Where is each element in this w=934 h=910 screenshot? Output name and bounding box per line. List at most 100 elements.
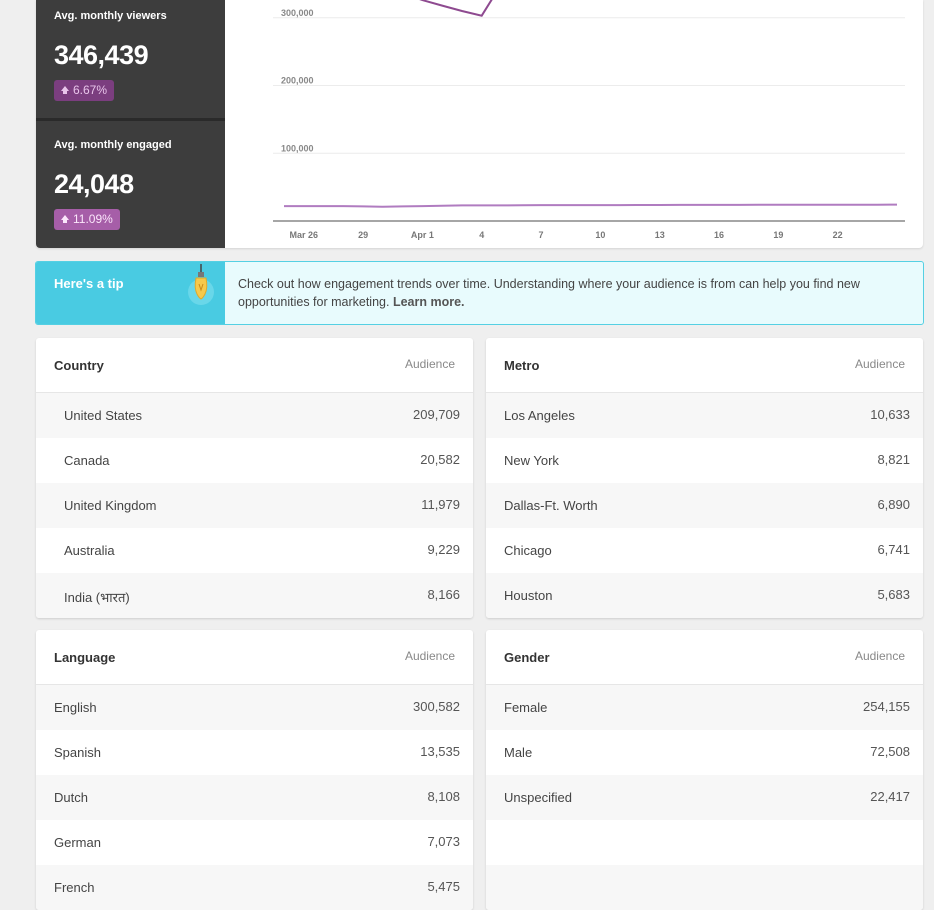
- country-row: United Kingdom 11,979: [36, 483, 473, 528]
- x-tick-label: 13: [655, 230, 665, 240]
- gender-row: Male 72,508: [486, 730, 923, 775]
- arrow-up-icon: [61, 215, 69, 223]
- country-audience: 20,582: [420, 452, 460, 467]
- tip-banner: Here's a tip Check out how engagement tr…: [35, 261, 924, 325]
- x-tick-label: 22: [833, 230, 843, 240]
- language-audience: 8,108: [427, 789, 460, 804]
- x-tick-label: 19: [773, 230, 783, 240]
- language-name: Dutch: [54, 790, 88, 805]
- metro-card-title: Metro: [504, 358, 540, 373]
- viewers-stat: Avg. monthly viewers 346,439 6.67%: [36, 0, 225, 121]
- gender-card-title: Gender: [504, 650, 550, 665]
- x-tick-label: 7: [539, 230, 544, 240]
- learn-more-link[interactable]: Learn more.: [392, 295, 465, 309]
- language-card-title: Language: [54, 650, 116, 665]
- gender-audience: 254,155: [863, 699, 910, 714]
- country-row: United States 209,709: [36, 393, 473, 438]
- lightbulb-icon: [188, 264, 214, 305]
- language-name: English: [54, 700, 97, 715]
- metro-audience: 8,821: [877, 452, 910, 467]
- gender-name: Female: [504, 700, 548, 715]
- language-audience: 5,475: [427, 879, 460, 894]
- engaged-change-value: 11.09%: [73, 212, 113, 226]
- metro-row: Chicago 6,741: [486, 528, 923, 573]
- metro-audience-header: Audience: [854, 357, 905, 371]
- arrow-up-icon: [61, 86, 69, 94]
- metro-name: Los Angeles: [504, 408, 575, 423]
- language-row: English 300,582: [36, 685, 473, 730]
- language-row: Spanish 13,535: [36, 730, 473, 775]
- gender-row: Unspecified 22,417: [486, 775, 923, 820]
- x-tick-label: 10: [595, 230, 605, 240]
- viewers-change-badge: 6.67%: [54, 80, 115, 101]
- metro-row: New York 8,821: [486, 438, 923, 483]
- country-audience: 9,229: [427, 542, 460, 557]
- metro-audience: 6,890: [877, 497, 910, 512]
- tip-text: Check out how engagement trends over tim…: [238, 275, 898, 311]
- metro-name: Dallas-Ft. Worth: [504, 498, 598, 513]
- x-tick-label: Mar 26: [290, 230, 319, 240]
- country-audience-header: Audience: [404, 357, 455, 371]
- y-tick-label: 200,000: [281, 76, 314, 86]
- metro-row: Dallas-Ft. Worth 6,890: [486, 483, 923, 528]
- gender-card: Gender Audience Female 254,155 Male 72,508…: [486, 630, 923, 910]
- metro-name: New York: [504, 453, 559, 468]
- engaged-stat-value: 24,048: [54, 169, 134, 199]
- trend-chart: 300,000 200,000 100,000 Mar 26 29 Apr 1 4 7 10 13…: [225, 0, 923, 248]
- gender-audience-header: Audience: [854, 649, 905, 663]
- language-audience: 13,535: [420, 744, 460, 759]
- language-audience: 7,073: [427, 834, 460, 849]
- country-name: India (भारत): [64, 590, 130, 605]
- language-audience-header: Audience: [404, 649, 455, 663]
- y-tick-label: 300,000: [281, 8, 314, 18]
- language-name: German: [54, 835, 101, 850]
- viewers-stat-value: 346,439: [54, 40, 149, 70]
- metro-card: Metro Audience Los Angeles 10,633 New Yor…: [486, 338, 923, 618]
- language-card: Language Audience English 300,582 Spanish…: [36, 630, 473, 910]
- country-name: United States: [64, 408, 143, 423]
- country-name: Canada: [64, 453, 110, 468]
- gender-row: Female 254,155: [486, 685, 923, 730]
- language-card-header: Language Audience: [36, 630, 473, 685]
- metro-list: Los Angeles 10,633 New York 8,821 Dallas-F…: [486, 393, 923, 618]
- stats-column: Avg. monthly viewers 346,439 6.67% Avg. …: [36, 0, 225, 248]
- gender-name: Unspecified: [504, 790, 572, 805]
- country-card: Country Audience United States 209,709 Ca…: [36, 338, 473, 618]
- country-name: United Kingdom: [64, 498, 157, 513]
- country-list: United States 209,709 Canada 20,582 United…: [36, 393, 473, 618]
- gender-row: [486, 820, 923, 865]
- metro-audience: 10,633: [870, 407, 910, 422]
- engaged-stat: Avg. monthly engaged 24,048 11.09%: [36, 121, 225, 248]
- x-tick-label: Apr 1: [411, 230, 434, 240]
- metro-audience: 5,683: [877, 587, 910, 602]
- country-card-header: Country Audience: [36, 338, 473, 393]
- country-row: India (भारत) 8,166: [36, 573, 473, 618]
- metro-name: Houston: [504, 588, 553, 603]
- viewers-series-line: [419, 0, 493, 17]
- language-row: French 5,475: [36, 865, 473, 910]
- gender-card-header: Gender Audience: [486, 630, 923, 685]
- language-name: Spanish: [54, 745, 101, 760]
- language-audience: 300,582: [413, 699, 460, 714]
- gender-audience: 22,417: [870, 789, 910, 804]
- engaged-series-line: [284, 203, 898, 208]
- country-row: Australia 9,229: [36, 528, 473, 573]
- y-tick-label: 100,000: [281, 143, 314, 153]
- x-tick-label: 4: [479, 230, 484, 240]
- engaged-stat-label: Avg. monthly engaged: [54, 139, 172, 151]
- x-tick-label: 16: [714, 230, 724, 240]
- country-audience: 11,979: [421, 497, 460, 512]
- audience-overview-panel: Avg. monthly viewers 346,439 6.67% Avg. …: [36, 0, 923, 248]
- country-row: Canada 20,582: [36, 438, 473, 483]
- gender-row: [486, 865, 923, 910]
- metro-row: Houston 5,683: [486, 573, 923, 618]
- tip-title: Here's a tip: [54, 276, 124, 291]
- gender-list: Female 254,155 Male 72,508 Unspecified 22,4…: [486, 685, 923, 910]
- country-name: Australia: [64, 543, 115, 558]
- viewers-stat-label: Avg. monthly viewers: [54, 10, 167, 22]
- language-list: English 300,582 Spanish 13,535 Dutch 8,108 …: [36, 685, 473, 910]
- metro-name: Chicago: [504, 543, 552, 558]
- country-card-title: Country: [54, 358, 104, 373]
- tip-header: Here's a tip: [36, 262, 225, 324]
- metro-card-header: Metro Audience: [486, 338, 923, 393]
